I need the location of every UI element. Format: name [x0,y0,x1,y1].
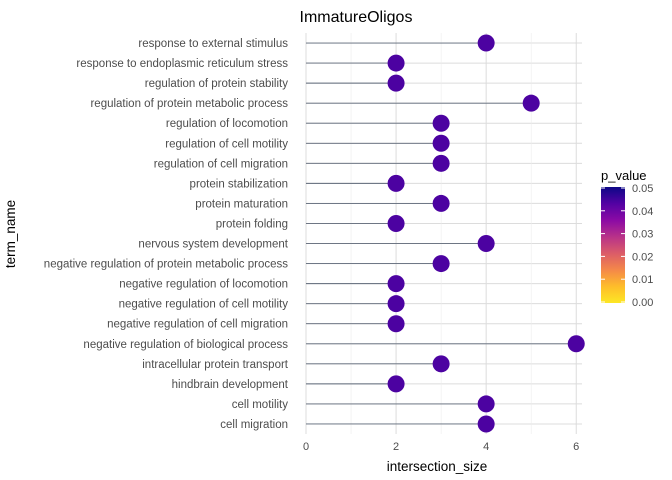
data-point [387,375,405,393]
y-tick-label: cell motility [232,399,288,411]
legend-ticks: 0.05 0.04 0.03 0.02 0.01 0.00 [601,183,653,309]
legend: p_value 0.05 0.04 0.03 0.02 0.01 0.00 [601,168,653,309]
x-tick-label: 0 [303,441,309,453]
legend-title: p_value [601,168,647,183]
chart-title: ImmatureOligos [300,9,413,26]
legend-tick-label: 0.00 [632,297,653,309]
data-point [477,395,495,413]
legend-colorbar [601,187,625,303]
data-point [477,415,495,433]
data-point [567,335,585,353]
data-point [387,174,405,192]
y-tick-label: regulation of cell migration [154,158,288,170]
y-tick-label: negative regulation of cell motility [119,299,289,311]
data-point [387,74,405,92]
y-tick-label: response to endoplasmic reticulum stress [76,58,288,70]
legend-tick-label: 0.03 [632,229,653,241]
y-tick-label: negative regulation of locomotion [119,279,288,291]
data-point [477,34,495,52]
y-tick-labels: response to external stimulus response to… [44,38,289,431]
stems [306,42,577,425]
y-tick-label: regulation of locomotion [166,118,288,130]
data-point [432,154,450,172]
data-point [387,54,405,72]
data-point [522,94,540,112]
x-axis-title: intersection_size [387,459,488,474]
x-tick-labels: 0 2 4 6 [303,441,579,453]
data-point [432,114,450,132]
y-tick-label: hindbrain development [172,379,289,391]
data-point [432,255,450,273]
y-tick-label: response to external stimulus [138,38,288,50]
legend-tick-label: 0.04 [632,206,653,218]
y-tick-label: protein folding [216,218,288,230]
legend-tick-label: 0.01 [632,274,653,286]
y-tick-label: regulation of cell motility [165,138,288,150]
data-point [387,315,405,333]
data-point [387,275,405,293]
data-point [387,214,405,232]
y-tick-label: nervous system development [138,239,288,251]
legend-tick-label: 0.02 [632,251,653,263]
y-tick-label: regulation of protein stability [145,78,288,90]
data-point [432,134,450,152]
x-tick-label: 2 [393,441,399,453]
grid-lines [305,33,582,434]
y-axis-title: term_name [3,200,18,268]
y-tick-label: negative regulation of biological proces… [83,339,288,351]
x-tick-label: 4 [483,441,489,453]
data-point [477,235,495,253]
data-point [387,295,405,313]
y-tick-label: intracellular protein transport [142,359,289,371]
legend-tick-label: 0.05 [632,183,653,195]
data-point [432,355,450,373]
y-tick-label: cell migration [220,419,288,431]
y-tick-label: regulation of protein metabolic process [90,98,288,110]
y-tick-label: protein maturation [195,198,288,210]
y-tick-label: negative regulation of protein metabolic… [44,259,288,271]
y-tick-label: negative regulation of cell migration [107,319,288,331]
x-tick-label: 6 [573,441,579,453]
y-tick-label: protein stabilization [190,178,288,190]
data-point [432,194,450,212]
points [387,34,585,433]
